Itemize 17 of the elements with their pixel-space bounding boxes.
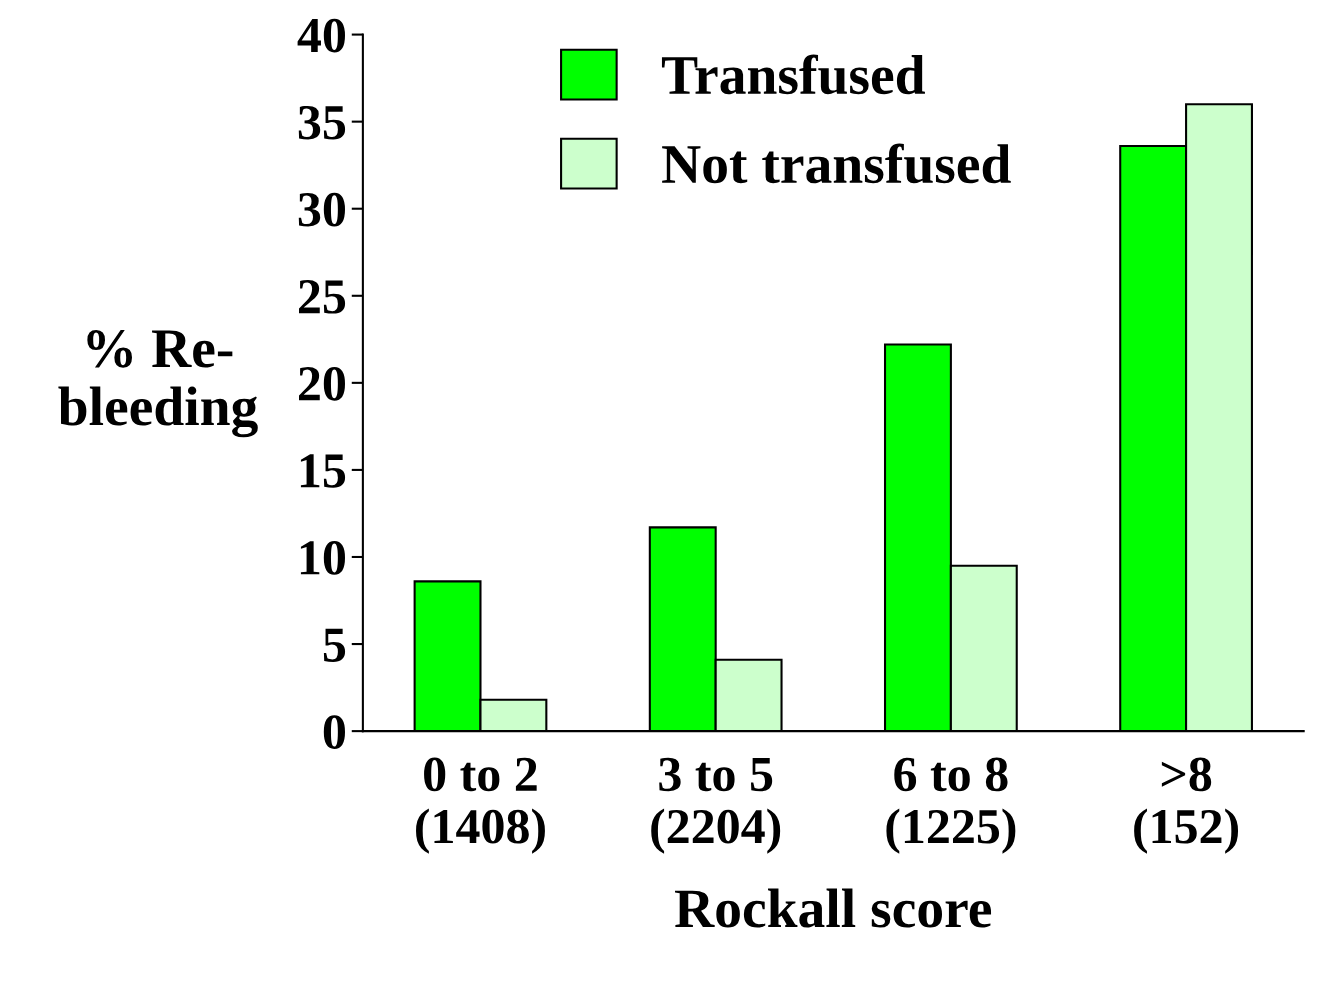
y-axis-title: % Re- bleeding bbox=[58, 330, 258, 438]
legend-label: Transfused bbox=[661, 54, 925, 95]
y-tick-label: 10 bbox=[300, 541, 345, 575]
y-tick-label: 15 bbox=[300, 454, 346, 488]
legend-label: Not transfused bbox=[662, 143, 1011, 184]
y-tick-label: 40 bbox=[297, 18, 345, 53]
x-axis-title: Rockall score bbox=[675, 888, 992, 928]
y-tick-label: 0 bbox=[323, 715, 345, 749]
x-tick-label: 0 to 2 (1408) bbox=[416, 757, 545, 854]
y-tick-label: 25 bbox=[299, 280, 346, 314]
y-tick-label: 5 bbox=[323, 628, 346, 662]
x-tick-label: 3 to 5 (2204) bbox=[651, 757, 781, 854]
y-tick-label: 35 bbox=[298, 105, 346, 140]
y-tick-label: 20 bbox=[299, 366, 345, 401]
x-tick-label: 6 to 8 (1225) bbox=[886, 757, 1016, 854]
y-tick-label: 30 bbox=[298, 192, 345, 227]
x-tick-label: >8 (152) bbox=[1134, 757, 1239, 854]
